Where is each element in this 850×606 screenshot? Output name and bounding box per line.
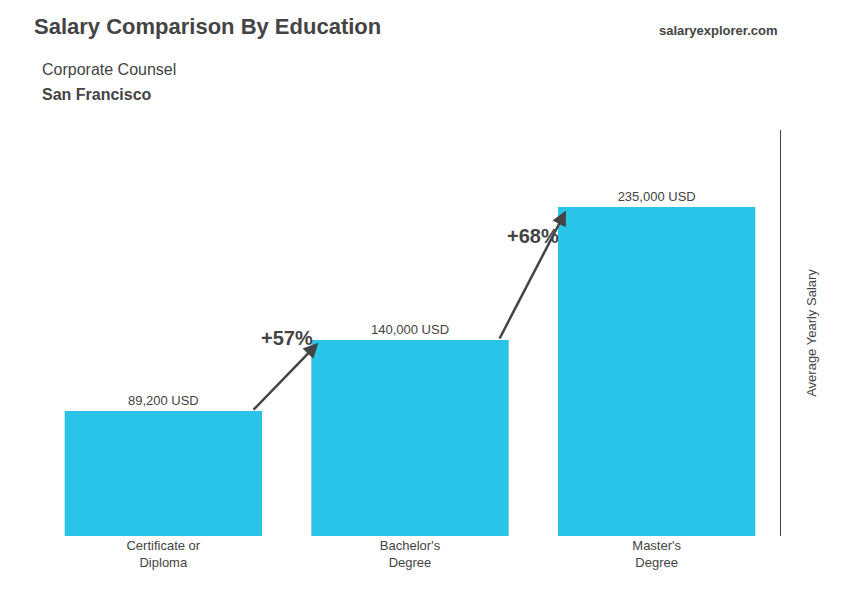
- svg-text:Corporate Counsel: Corporate Counsel: [42, 61, 176, 78]
- svg-text:+57%: +57%: [261, 327, 313, 349]
- svg-text:Salary Comparison By Education: Salary Comparison By Education: [34, 14, 381, 39]
- svg-text:San Francisco: San Francisco: [42, 86, 152, 103]
- svg-text:235,000 USD: 235,000 USD: [618, 189, 696, 204]
- svg-text:Master'sDegree: Master'sDegree: [632, 538, 681, 570]
- svg-text:140,000 USD: 140,000 USD: [371, 322, 449, 337]
- svg-text:Bachelor'sDegree: Bachelor'sDegree: [380, 538, 441, 570]
- svg-text:+68%: +68%: [507, 225, 559, 247]
- svg-text:89,200 USD: 89,200 USD: [128, 393, 199, 408]
- svg-text:Average Yearly Salary: Average Yearly Salary: [804, 269, 819, 397]
- svg-text:salaryexplorer.com: salaryexplorer.com: [659, 23, 778, 38]
- svg-text:Certificate orDiploma: Certificate orDiploma: [126, 538, 200, 570]
